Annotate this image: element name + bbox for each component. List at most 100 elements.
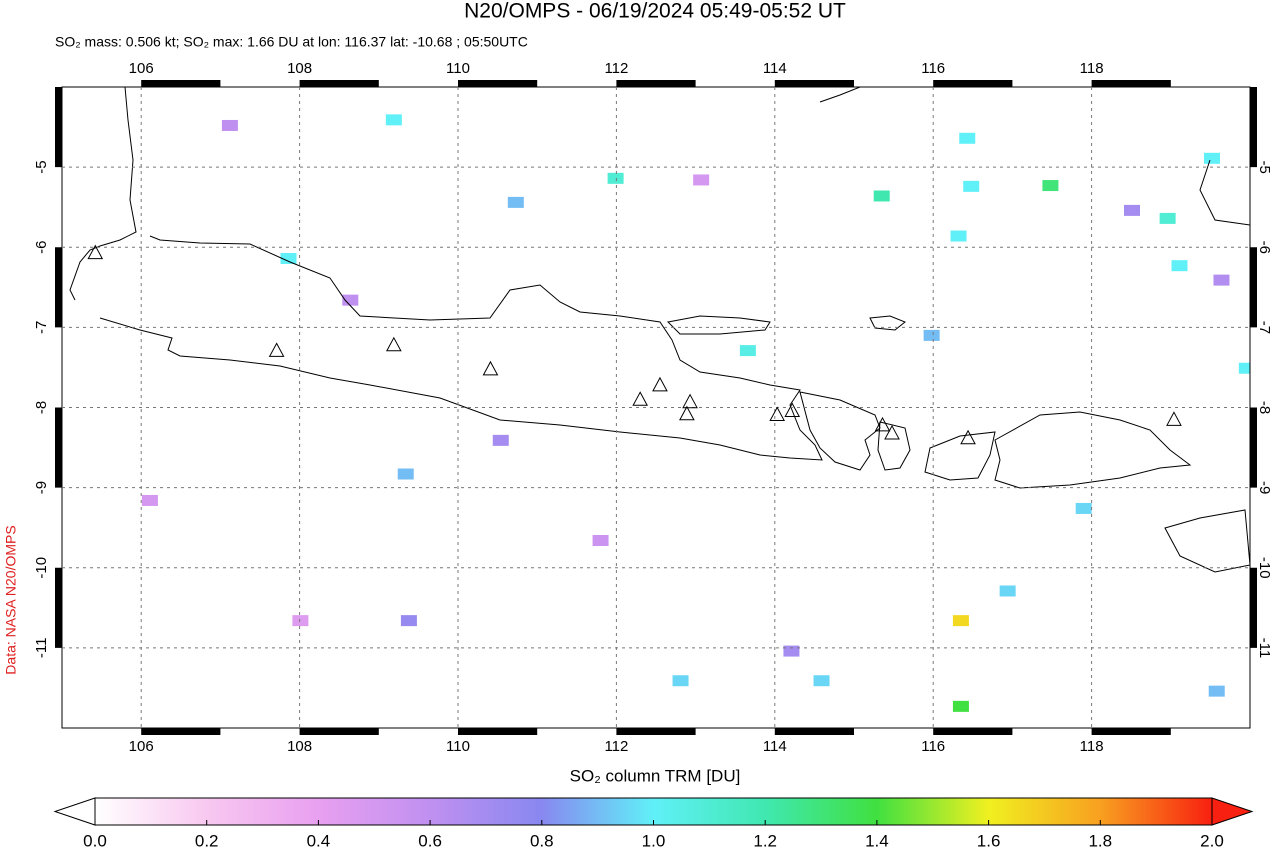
so2-pixel <box>1208 685 1225 697</box>
so2-pixel <box>397 468 414 480</box>
so2-pixel <box>507 196 524 208</box>
colorbar-high-arrow <box>1211 797 1254 826</box>
so2-pixel <box>1171 260 1188 272</box>
frame-band <box>458 728 538 735</box>
so2-pixel <box>693 174 710 186</box>
frame-band <box>458 80 538 87</box>
y-tick-label-right: -5 <box>1256 160 1272 173</box>
y-tick-label-right: -9 <box>1256 481 1272 494</box>
x-tick-label-top: 114 <box>763 60 787 77</box>
so2-pixel <box>873 190 890 202</box>
frame-band <box>616 728 696 735</box>
frame-band <box>1250 247 1257 328</box>
x-tick-label-bottom: 110 <box>446 738 470 755</box>
colorbar-tick-label: 0.8 <box>530 831 554 850</box>
coastline <box>1164 509 1250 573</box>
y-tick-label-left: -10 <box>33 557 50 579</box>
frame-band <box>55 87 62 168</box>
frame-band <box>141 728 221 735</box>
y-tick-label-right: -10 <box>1256 557 1272 579</box>
volcano <box>268 342 285 357</box>
y-tick-label-right: -8 <box>1256 401 1272 414</box>
volcano <box>482 360 499 376</box>
frame-band <box>1250 87 1257 168</box>
colorbar-tick-label: 1.6 <box>977 831 1001 850</box>
frame-band <box>933 80 1013 87</box>
so2-pixel <box>739 345 756 357</box>
colorbar-tick-label: 2.0 <box>1200 831 1224 850</box>
so2-pixel <box>492 434 509 446</box>
coastline <box>869 315 906 331</box>
y-tick-label-left: -11 <box>33 638 50 659</box>
colorbar-label: SO₂ column TRM [DU] <box>570 766 741 785</box>
y-tick-label-right: -7 <box>1256 321 1272 334</box>
coastline <box>1199 159 1250 226</box>
colorbar-tick-label: 1.0 <box>642 831 666 850</box>
x-tick-label-bottom: 114 <box>763 738 787 755</box>
so2-pixel <box>1159 212 1176 224</box>
so2-pixel <box>1203 152 1220 164</box>
coastline <box>924 431 996 481</box>
x-tick-label-bottom: 106 <box>129 738 154 755</box>
so2-pixel <box>280 252 297 264</box>
volcano <box>884 424 900 440</box>
coastline <box>99 235 823 461</box>
so2-pixel <box>1213 274 1230 286</box>
frame-band <box>616 80 696 87</box>
x-tick-label-top: 110 <box>446 60 470 77</box>
so2-pixel <box>1238 362 1250 374</box>
so2-pixel <box>607 172 624 184</box>
frame-band <box>1250 567 1257 648</box>
so2-pixel <box>950 230 967 242</box>
so2-pixel <box>672 675 689 687</box>
coastlines <box>69 87 1250 573</box>
colorbar-tick-label: 1.4 <box>865 831 889 850</box>
volcano <box>87 244 104 260</box>
so2-pixel <box>400 615 417 627</box>
volcano <box>874 416 891 432</box>
frame-band <box>55 567 62 648</box>
x-tick-label-bottom: 108 <box>287 738 312 755</box>
colorbar-tick-label: 0.4 <box>307 831 331 850</box>
coastline <box>877 421 911 471</box>
volcano <box>1166 411 1182 426</box>
so2-pixel <box>141 494 158 506</box>
y-tick-label-left: -7 <box>33 321 50 334</box>
frame-band <box>299 728 379 735</box>
so2-pixel <box>292 615 309 627</box>
y-tick-label-right: -6 <box>1256 241 1272 254</box>
so2-pixel <box>813 675 830 687</box>
colorbar-tick-label: 1.8 <box>1088 831 1112 850</box>
so2-pixel <box>1042 180 1059 192</box>
volcano <box>960 429 976 445</box>
volcano <box>784 402 801 418</box>
data-source: Data: NASA N20/OMPS <box>3 525 19 674</box>
frame-band <box>1091 80 1171 87</box>
so2-pixel <box>952 615 969 627</box>
colorbar-low-arrow <box>53 797 96 826</box>
colorbar-tick-label: 0.0 <box>83 831 107 850</box>
coastline <box>69 87 137 301</box>
x-tick-label-top: 106 <box>129 60 154 77</box>
so2-pixel <box>1123 204 1140 216</box>
frame-band <box>933 728 1013 735</box>
x-tick-label-bottom: 118 <box>1080 738 1104 755</box>
frame-band <box>1250 407 1257 488</box>
so2-pixel <box>342 294 359 306</box>
so2-pixel <box>385 114 402 126</box>
frame-band <box>141 80 221 87</box>
so2-pixel <box>952 700 969 712</box>
volcano <box>652 376 668 392</box>
so2-pixel <box>221 119 238 131</box>
coastline <box>799 391 881 471</box>
y-tick-label-left: -6 <box>33 241 50 254</box>
so2-pixel <box>923 329 940 341</box>
frame-band <box>299 80 379 87</box>
frame-band <box>55 247 62 328</box>
so2-pixel <box>1075 502 1092 514</box>
so2-pixel <box>999 585 1016 597</box>
volcano <box>682 393 698 409</box>
colorbar-tick-label: 0.2 <box>195 831 219 850</box>
volcano <box>632 391 648 406</box>
